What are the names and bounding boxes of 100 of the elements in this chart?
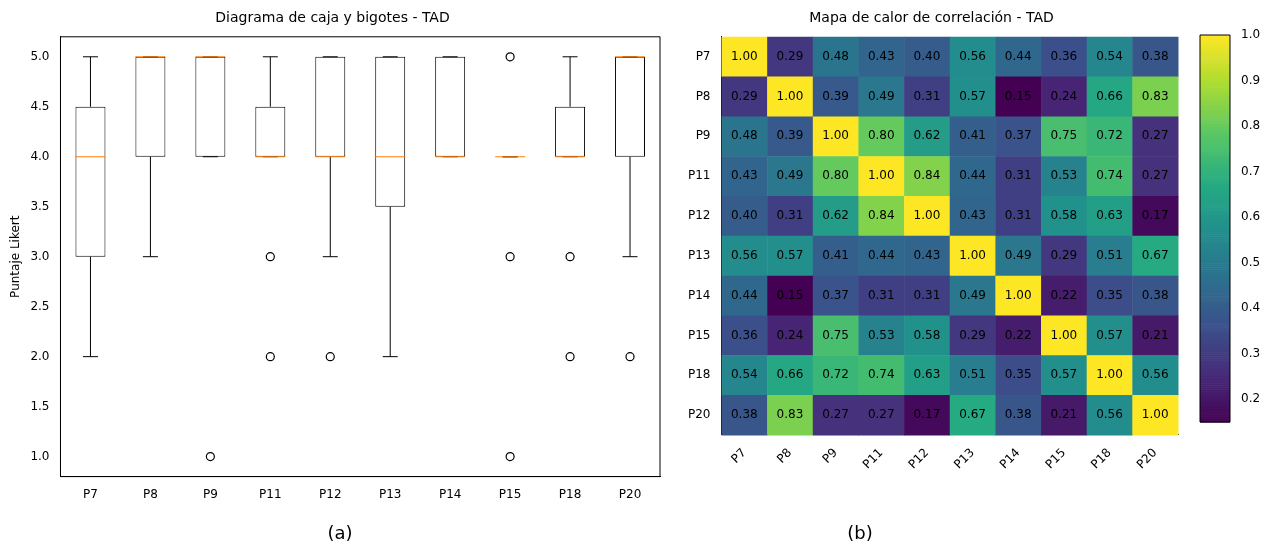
data-label: 0.72 xyxy=(1096,128,1123,143)
data-label: 1.00 xyxy=(776,88,804,103)
color-bar-label: 0.8 xyxy=(1241,118,1261,133)
color-bar-label: 0.5 xyxy=(1241,254,1261,269)
data-label: 0.44 xyxy=(959,168,986,183)
data-label: 0.41 xyxy=(959,128,986,143)
data-label: 0.56 xyxy=(1141,367,1169,382)
data-label: 0.63 xyxy=(1096,208,1123,223)
data-label: 0.39 xyxy=(822,88,849,103)
chart-title: Diagrama de caja y bigotes - TAD xyxy=(215,9,450,26)
data-label: 1.00 xyxy=(913,208,941,223)
y-tick-label: 1.5 xyxy=(30,398,50,413)
data-label: 0.24 xyxy=(1050,88,1078,103)
data-label: 0.27 xyxy=(867,407,895,422)
data-label: 0.80 xyxy=(867,128,895,143)
data-label: 0.48 xyxy=(730,128,758,143)
data-label: 0.24 xyxy=(776,327,804,342)
data-label: 0.31 xyxy=(913,88,941,103)
data-label: 0.29 xyxy=(776,48,804,63)
data-label: 1.00 xyxy=(1004,287,1032,302)
data-label: 0.75 xyxy=(1050,128,1078,143)
data-label: 0.56 xyxy=(1096,407,1123,422)
data-label: 0.83 xyxy=(1141,88,1169,103)
data-label: 0.58 xyxy=(913,327,941,342)
data-label: 0.83 xyxy=(776,407,804,422)
data-label: 0.29 xyxy=(730,88,758,103)
y-tick-label: P11 xyxy=(687,168,711,183)
y-tick-label: 4.0 xyxy=(30,148,50,163)
data-label: 0.67 xyxy=(959,407,986,422)
data-label: 0.36 xyxy=(1050,48,1078,63)
data-label: 0.38 xyxy=(1141,287,1169,302)
data-label: 0.40 xyxy=(913,48,941,63)
data-label: 0.53 xyxy=(867,327,895,342)
data-label: 0.57 xyxy=(776,247,804,262)
data-label: 0.43 xyxy=(730,168,758,183)
data-label: 0.43 xyxy=(913,247,941,262)
data-label: 0.66 xyxy=(776,367,804,382)
data-label: 0.54 xyxy=(730,367,758,382)
data-label: 0.48 xyxy=(822,48,849,63)
data-label: 0.57 xyxy=(1096,327,1123,342)
data-label: 0.17 xyxy=(1141,208,1169,223)
y-tick-label: P20 xyxy=(687,407,711,422)
data-label: 0.49 xyxy=(776,168,804,183)
color-bar-label: 0.2 xyxy=(1241,391,1261,406)
data-label: 0.29 xyxy=(959,327,986,342)
data-label: 1.00 xyxy=(1096,367,1123,382)
data-label: 0.35 xyxy=(1096,287,1123,302)
text: (a) xyxy=(326,522,354,543)
data-label: 0.62 xyxy=(822,208,849,223)
data-label: 0.84 xyxy=(913,168,941,183)
y-tick-label: P7 xyxy=(695,48,711,63)
x-tick-label: P7 xyxy=(83,486,98,501)
data-label: 0.44 xyxy=(1004,48,1032,63)
data-label: 0.62 xyxy=(913,128,941,143)
data-label: 0.21 xyxy=(1141,327,1169,342)
data-label: 0.44 xyxy=(867,247,895,262)
data-label: 0.22 xyxy=(1004,327,1032,342)
data-label: 0.57 xyxy=(1050,367,1078,382)
data-label: 0.49 xyxy=(867,88,895,103)
color-bar-label: 0.7 xyxy=(1241,163,1261,178)
y-tick-label: P8 xyxy=(695,88,711,103)
data-label: 0.27 xyxy=(822,407,849,422)
data-label: 0.41 xyxy=(822,247,849,262)
color-bar-label: 0.4 xyxy=(1241,300,1261,315)
y-tick-label: P14 xyxy=(687,287,711,302)
x-tick-label: P20 xyxy=(618,486,642,501)
data-label: 0.66 xyxy=(1096,88,1123,103)
y-tick-label: 5.0 xyxy=(30,48,50,63)
data-label: 1.00 xyxy=(867,168,895,183)
data-label: 0.17 xyxy=(913,407,941,422)
data-label: 0.35 xyxy=(1004,367,1032,382)
x-tick-label: P13 xyxy=(378,486,402,501)
data-label: 0.80 xyxy=(822,168,849,183)
data-label: 0.38 xyxy=(1004,407,1032,422)
data-label: 0.38 xyxy=(1141,48,1169,63)
data-label: 0.67 xyxy=(1141,247,1169,262)
y-tick-label: P12 xyxy=(687,208,711,223)
color-bar-label: 0.3 xyxy=(1241,345,1261,360)
data-label: 0.56 xyxy=(959,48,986,63)
data-label: 0.40 xyxy=(730,208,758,223)
y-tick-label: 3.0 xyxy=(30,248,50,263)
x-tick-label: P11 xyxy=(259,486,282,501)
data-label: 0.15 xyxy=(1004,88,1032,103)
data-label: 0.22 xyxy=(1050,287,1078,302)
y-tick-label: 1.0 xyxy=(30,448,50,463)
data-label: 0.27 xyxy=(1141,168,1169,183)
data-label: 0.31 xyxy=(1004,168,1032,183)
data-label: 0.31 xyxy=(867,287,895,302)
x-tick-label: P9 xyxy=(202,486,218,501)
x-tick-label: P9 xyxy=(819,445,840,466)
data-label: 0.27 xyxy=(1141,128,1169,143)
x-tick-label: P11 xyxy=(859,445,886,472)
y-axis-title: Puntaje Likert xyxy=(8,215,23,298)
x-tick-label: P15 xyxy=(1042,445,1069,472)
y-tick-label: 3.5 xyxy=(30,198,50,213)
y-tick-label: P15 xyxy=(687,327,711,342)
x-tick-label: P8 xyxy=(142,486,158,501)
x-tick-label: P8 xyxy=(773,445,795,466)
y-tick-label: 4.5 xyxy=(30,98,50,113)
x-tick-label: P15 xyxy=(498,486,522,501)
